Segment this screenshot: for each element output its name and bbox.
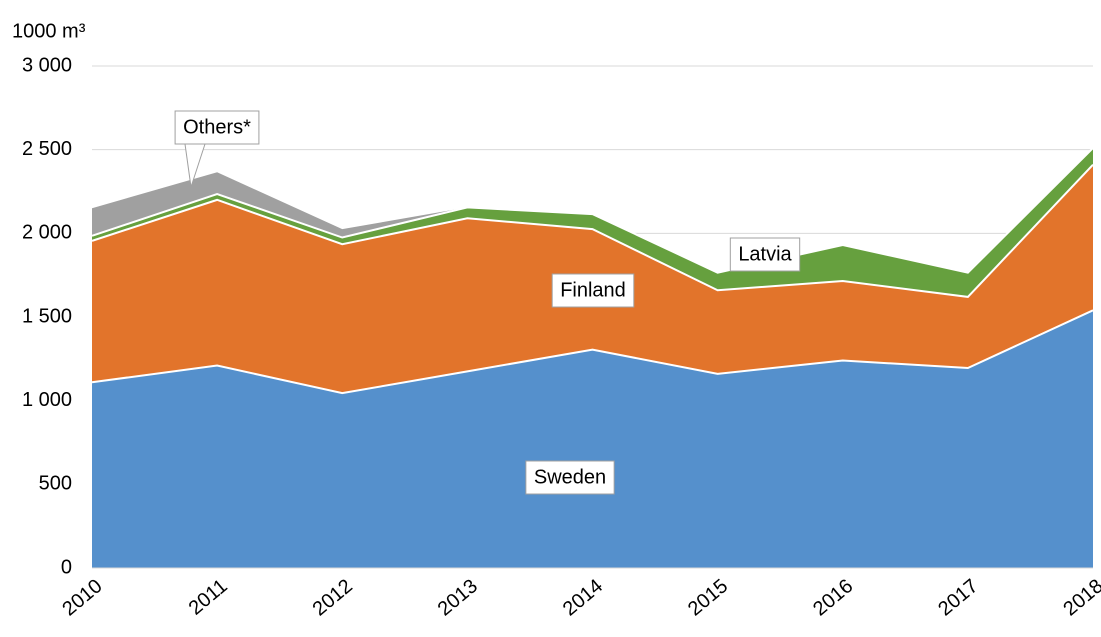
x-tick-label: 2016 [809, 575, 857, 620]
label-box [174, 110, 260, 145]
y-axis-label: 1000 m³ [12, 20, 86, 42]
x-tick-label: 2010 [58, 575, 106, 620]
series-label: Latvia [738, 243, 792, 265]
series-label: Finland [560, 279, 626, 301]
area [92, 310, 1093, 568]
y-tick-label: 2 000 [22, 222, 72, 244]
boundary-line [91, 309, 1094, 395]
boundary-line [91, 164, 1094, 298]
series-label: Others* [183, 116, 251, 138]
y-tick-label: 0 [61, 556, 72, 578]
label-box [525, 460, 615, 495]
x-tick-label: 2014 [559, 575, 607, 620]
label-box [729, 237, 801, 272]
area [92, 147, 1093, 273]
y-tick-label: 3 000 [22, 54, 72, 76]
x-tick-label: 2013 [434, 575, 482, 620]
series-label: Sweden [534, 466, 606, 488]
x-tick-label: 2012 [309, 575, 357, 620]
x-tick-label: 2015 [684, 575, 732, 620]
y-tick-label: 2 500 [22, 138, 72, 160]
label-box [551, 273, 635, 308]
x-tick-label: 2017 [934, 575, 982, 620]
x-tick-label: 2011 [185, 575, 232, 620]
y-tick-label: 1 000 [22, 389, 72, 411]
y-tick-label: 1 500 [22, 305, 72, 327]
area [92, 147, 1093, 297]
boundary-line [91, 147, 1094, 274]
y-tick-label: 500 [39, 473, 72, 495]
callout-pointer [184, 143, 206, 188]
x-tick-label: 2018 [1059, 575, 1101, 620]
